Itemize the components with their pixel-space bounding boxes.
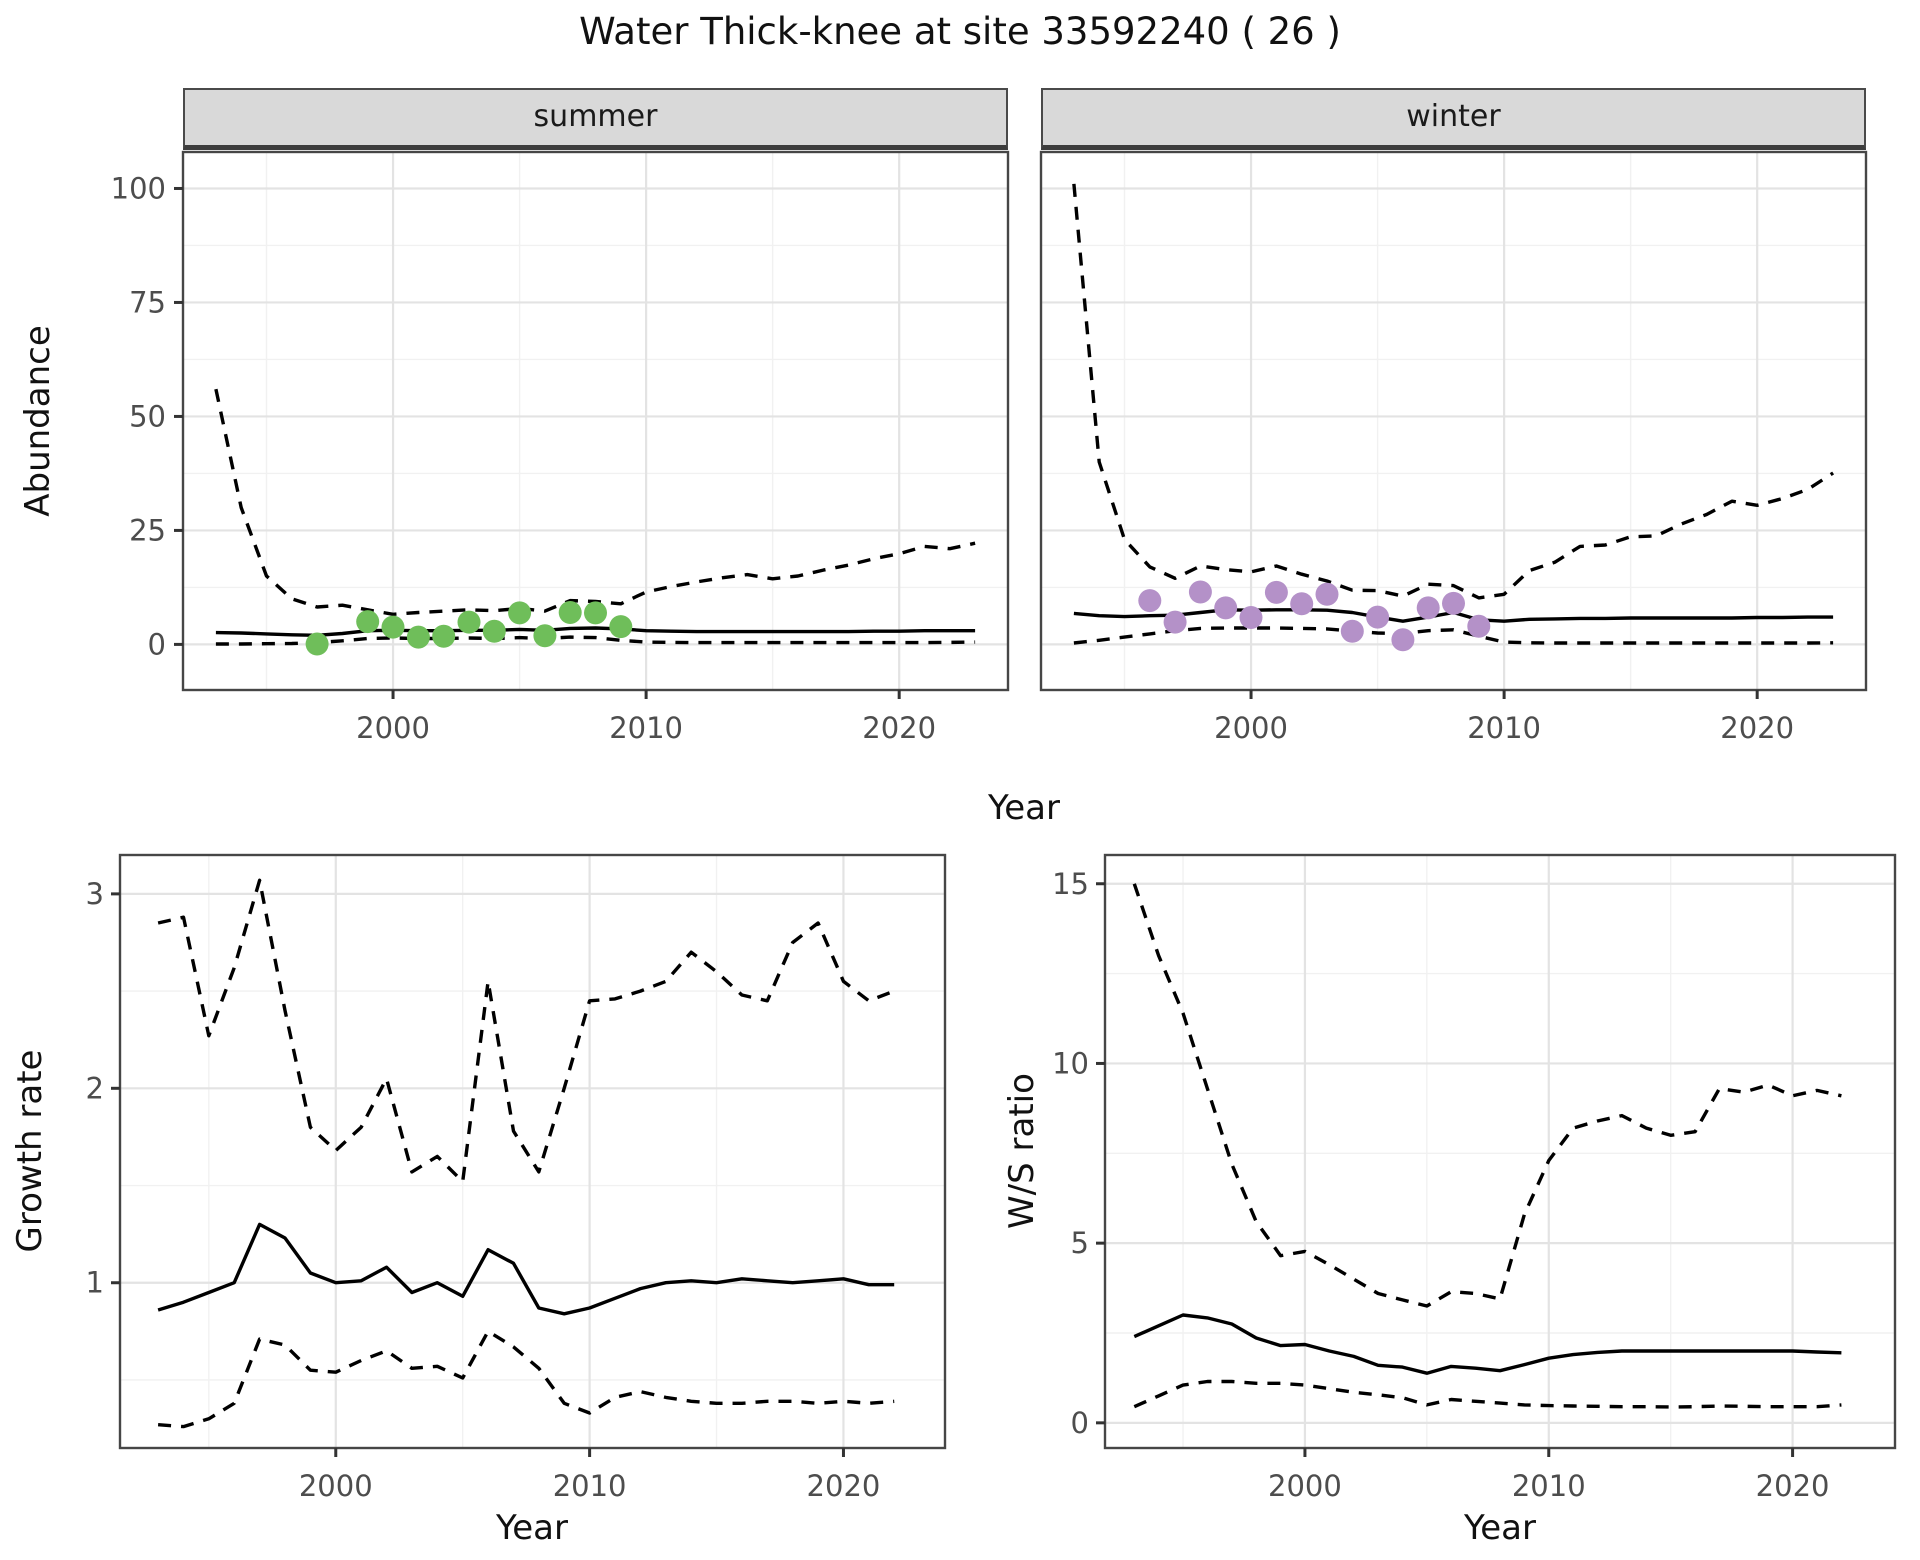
x-tick-label: 2010 [1467,711,1541,745]
x-axis-title-year-top: Year [988,788,1060,828]
points-abundance_winter [1138,580,1491,652]
lower_95ci-line-ws_ratio [1133,1379,1842,1409]
y-tick-label: 2 [86,1071,104,1105]
x-axis-title-year-ws: Year [1464,1508,1536,1548]
panel-abundance_summer: 2000 2010 2020 0 25 50 75 100 [111,150,1010,745]
data-point [1315,582,1339,606]
data-point [381,615,405,639]
data-point [1442,591,1465,615]
data-point [1391,628,1415,652]
panel-border [1103,853,1897,1450]
data-point [1290,592,1314,616]
data-point [584,601,607,625]
lower_95ci-line-growth_rate [157,1329,895,1429]
median-line-abundance_summer [215,626,976,637]
data-point [356,610,380,634]
data-point [1163,610,1187,634]
x-tick-label: 2010 [553,1469,627,1503]
data-point [533,624,557,648]
y-tick-label: 50 [129,399,166,433]
y-tick-label: 3 [86,877,104,911]
x-tick-label: 2000 [299,1469,373,1503]
y-tick-label: 1 [86,1266,104,1300]
data-point [1214,596,1238,620]
median-line-ws_ratio [1133,1313,1842,1375]
data-point [432,624,456,648]
y-tick-label: 15 [1052,867,1089,901]
lower_95ci-line-abundance_summer [215,635,976,646]
data-point [1467,614,1491,638]
x-tick-label: 2020 [1720,711,1794,745]
data-point [1366,605,1390,629]
data-point [1340,619,1364,643]
panel-growth_rate: 2000 2010 2020 1 2 3 [86,853,947,1503]
upper_95ci-line-growth_rate [157,878,895,1184]
y-tick-label: 10 [1052,1046,1089,1080]
y-tick-label: 100 [111,171,166,205]
facet-strip-summer: summer [183,88,1008,150]
y-tick-label: 5 [1071,1226,1089,1260]
panel-border [118,853,947,1450]
data-point [1416,596,1440,620]
panel-ws_ratio: 2000 2010 2020 0 5 10 15 [1052,853,1897,1503]
y-tick-label: 0 [1071,1406,1089,1440]
x-tick-label: 2020 [1756,1469,1830,1503]
data-point [457,610,481,634]
data-point [1239,606,1263,629]
median-line-growth_rate [157,1222,895,1316]
x-tick-label: 2020 [862,711,936,745]
data-point [406,625,430,649]
facet-strip-winter: winter [1041,88,1866,150]
x-axis-title-year-growth: Year [496,1508,568,1548]
lower_95ci-line-abundance_winter [1073,626,1834,645]
y-tick-label: 25 [129,513,166,547]
x-tick-label: 2010 [609,711,683,745]
upper_95ci-line-abundance_winter [1072,183,1835,600]
panel-abundance_winter: 2000 2010 2020 [1039,150,1868,745]
points-abundance_summer [305,601,633,656]
data-point [508,601,532,625]
x-tick-label: 2010 [1512,1469,1586,1503]
x-tick-label: 2020 [807,1469,881,1503]
y-tick-label: 75 [129,285,166,319]
data-point [305,632,329,656]
x-tick-label: 2000 [1214,711,1288,745]
facet-strip-winter-label: winter [1406,99,1501,134]
data-point [1264,580,1288,604]
chart-title: Water Thick-knee at site 33592240 ( 26 ) [579,10,1341,53]
x-tick-label: 2000 [356,711,430,745]
data-point [1138,589,1162,613]
x-tick-label: 2000 [1268,1469,1342,1503]
data-point [1188,580,1212,604]
upper_95ci-line-ws_ratio [1132,883,1842,1308]
y-tick-label: 0 [148,627,166,661]
panel-border [181,150,1010,692]
panel-border [1039,150,1868,692]
facet-strip-summer-label: summer [533,99,658,134]
data-point [482,619,506,643]
data-point [609,615,633,639]
data-point [558,601,582,624]
